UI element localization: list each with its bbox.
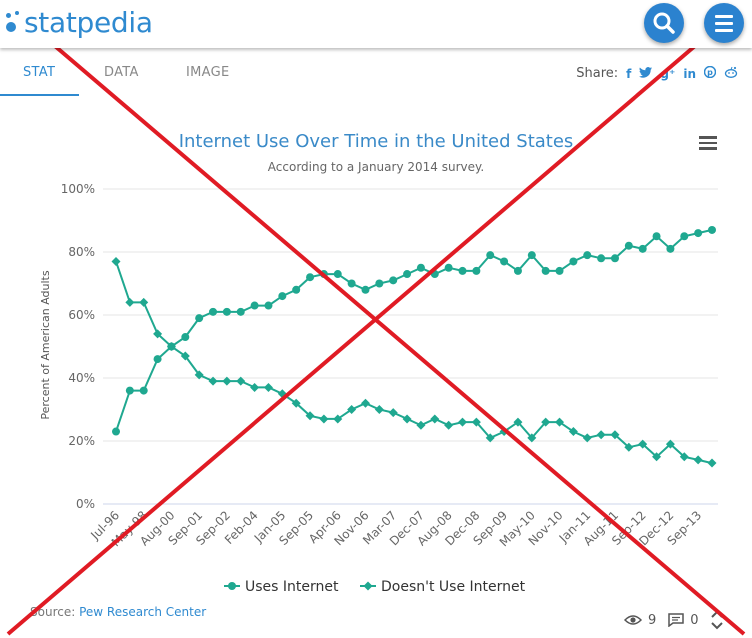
data-point [292,285,301,294]
data-point [596,430,606,440]
data-point [250,382,260,392]
data-point [306,273,315,282]
data-point [347,279,356,288]
chart-gridlines [103,188,718,505]
data-point [444,263,453,272]
data-point [222,307,231,316]
data-point [375,279,384,288]
data-point [583,251,592,260]
data-point [708,225,716,234]
y-tick-label: 80% [68,245,95,259]
data-point [569,257,578,266]
data-point [389,276,398,285]
logo-dots-icon [4,7,24,37]
data-point [263,382,273,392]
y-tick-label: 60% [68,308,95,322]
data-point [139,297,149,307]
y-tick-label: 0% [76,497,95,511]
scroll-arrows-icon[interactable] [709,608,725,632]
data-point [319,414,329,424]
logo-text: statpedia [24,5,153,39]
data-point [555,266,564,275]
source-line: Source: Pew Research Center [30,605,206,619]
data-point [527,251,536,260]
data-point [209,307,218,316]
view-count: 9 [648,612,657,628]
data-point [264,301,273,310]
search-button[interactable] [644,3,684,43]
series-line-1 [115,261,713,465]
data-point [597,254,606,263]
app-header: statpedia [0,0,752,48]
data-point [402,414,412,424]
comment-count: 0 [690,612,699,628]
legend-label: Doesn't Use Internet [381,579,526,595]
data-point [416,420,426,430]
data-point [638,244,647,253]
data-point [486,251,495,260]
chart-series [111,225,717,468]
search-icon [653,12,675,34]
data-point [278,292,287,301]
legend-marker [363,581,373,591]
statpedia-logo[interactable]: statpedia [4,4,153,40]
stats-bar: 9 0 [624,608,725,632]
data-point [181,333,190,342]
data-point [430,414,440,424]
data-point [458,417,468,427]
chart-menu-icon[interactable] [699,136,717,150]
legend-marker [228,582,236,590]
data-point [472,266,481,275]
data-point [361,285,370,294]
data-point [319,270,328,279]
data-point [416,263,425,272]
data-point [236,307,245,316]
y-tick-label: 40% [68,371,95,385]
chart-title: Internet Use Over Time in the United Sta… [179,131,574,152]
data-point [694,229,703,238]
data-point [111,256,121,266]
data-point [112,427,120,436]
data-point [610,254,619,263]
series-line-0 [115,228,713,432]
y-tick-label: 100% [61,182,95,196]
chart-legend[interactable]: Uses Internet Doesn't Use Internet [224,579,526,595]
data-point [153,355,162,364]
data-point [139,386,148,395]
data-point [195,314,204,323]
y-tick-labels: 0% 20% 40% 60% 80% 100% [61,182,95,511]
data-point [430,270,439,279]
data-point [458,266,467,275]
x-tick-labels: Jul-96May-98Aug-00Sep-01Sep-02Feb-04Jan-… [87,508,704,549]
data-point [680,232,689,241]
data-point [444,420,454,430]
data-point [333,270,342,279]
data-point [541,266,550,275]
eye-icon [624,615,642,625]
data-point [250,301,259,310]
hamburger-menu-icon [715,15,733,32]
data-point [388,408,398,418]
data-point [374,405,384,414]
data-point [125,386,134,395]
data-point [403,270,412,279]
y-tick-label: 20% [68,434,95,448]
chart-subtitle: According to a January 2014 survey. [268,160,484,174]
data-point [624,241,633,250]
y-axis-label: Percent of American Adults [39,270,52,419]
data-point [500,257,509,266]
data-point [707,458,717,468]
legend-label: Uses Internet [245,579,339,595]
comment-icon[interactable] [668,613,685,627]
source-link[interactable]: Pew Research Center [79,605,207,619]
data-point [125,297,135,307]
menu-button[interactable] [704,3,744,43]
data-point [652,232,661,241]
source-label: Source: [30,605,76,619]
data-point [666,244,675,253]
data-point [360,398,370,408]
data-point [693,455,703,465]
data-point [513,266,522,275]
